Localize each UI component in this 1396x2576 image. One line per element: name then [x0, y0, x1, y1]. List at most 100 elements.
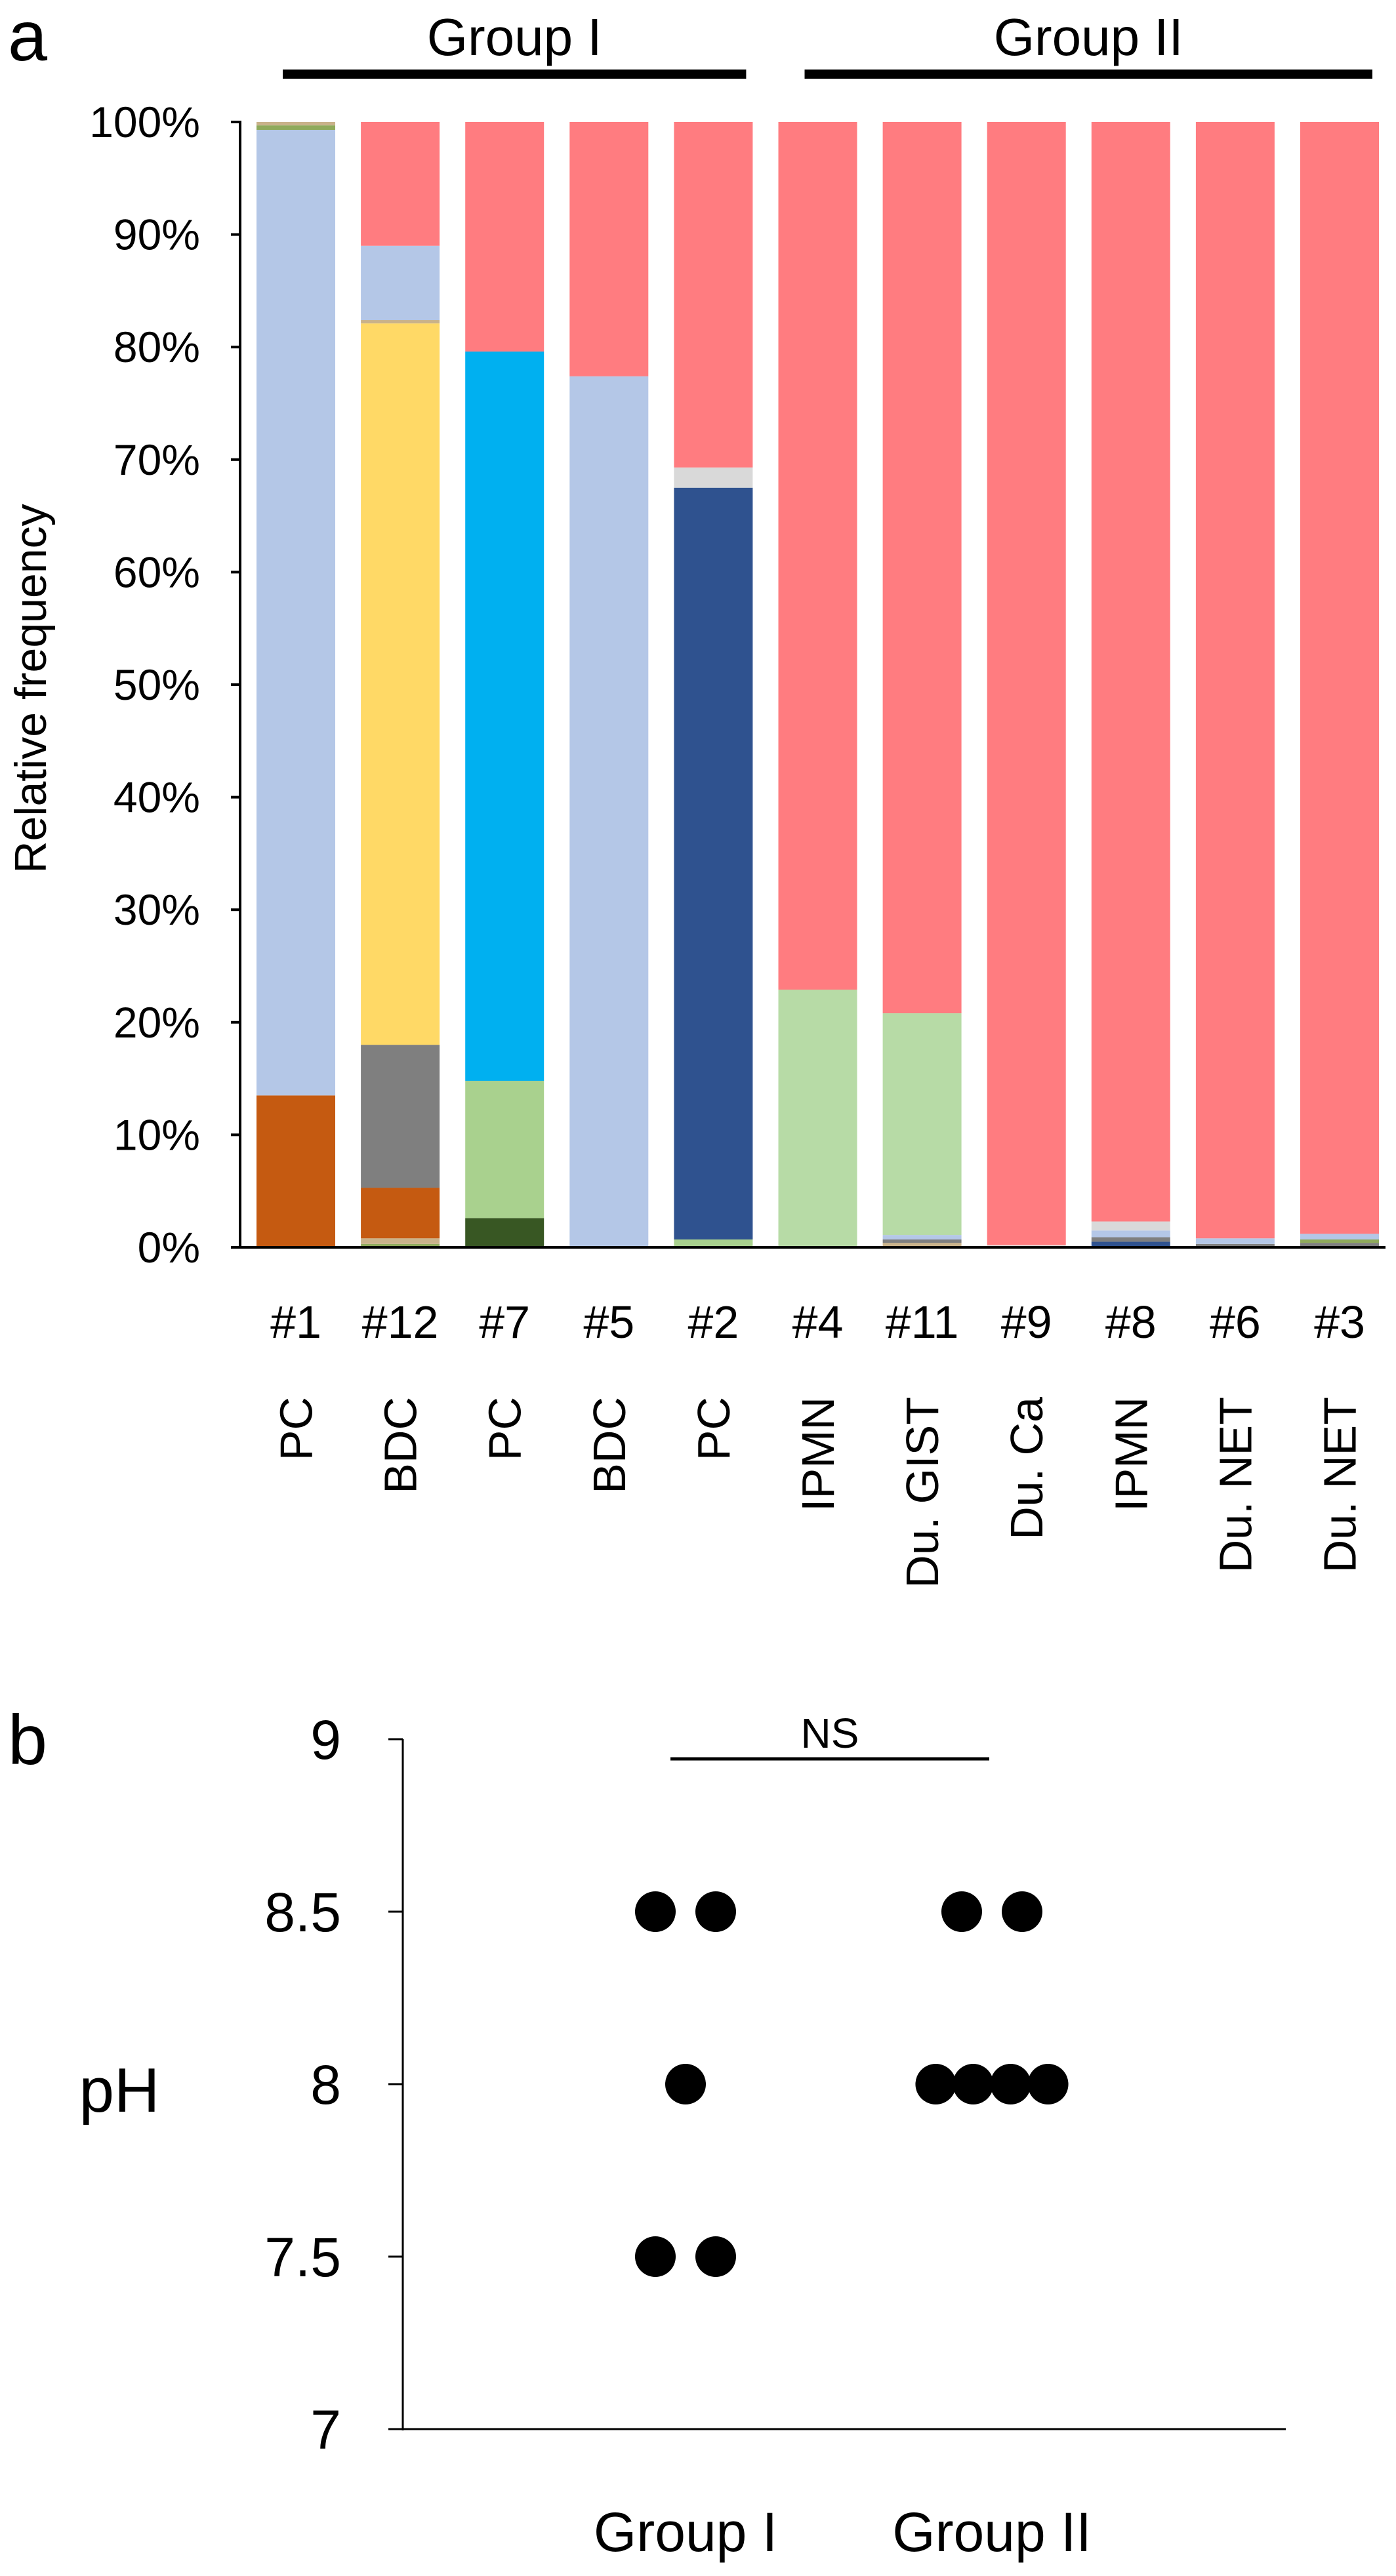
significance-label: NS: [801, 1710, 859, 1757]
data-point: [635, 1891, 676, 1932]
y-tick-label: 0%: [138, 1223, 200, 1272]
bar-segment: [1091, 1221, 1170, 1231]
diagnosis-label: Du. NET: [1315, 1397, 1366, 1573]
bar-3: [1300, 122, 1379, 1247]
x-tick-label: #9: [1001, 1297, 1052, 1348]
y-tick-label: 7: [310, 2399, 341, 2461]
panel-a-stacked-bar-chart: a Group I Group II 0% 10% 20% 30% 40% 50% 60% 70…: [6, 0, 1386, 1588]
panel-b-dot-plot: b 7 7.5 8 8.5 9 Group I Group II pH NS: [8, 1700, 1286, 2563]
bar-9: [987, 122, 1066, 1247]
bar-1: [257, 122, 335, 1247]
x-tick-label: #4: [792, 1297, 844, 1348]
y-tick-label: 10%: [113, 1110, 200, 1159]
data-point: [635, 2236, 676, 2277]
bar-segment: [882, 1235, 962, 1239]
data-point: [695, 1891, 736, 1932]
y-axis-ticks: 7 7.5 8 8.5 9: [264, 1709, 403, 2461]
bar-12: [361, 122, 440, 1247]
diagnosis-label: IPMN: [792, 1397, 844, 1512]
x-tick-label: #3: [1314, 1297, 1365, 1348]
bar-segment: [569, 376, 649, 1248]
bar-segment: [778, 122, 857, 990]
bar-segment: [257, 125, 335, 131]
bar-segment: [1300, 1243, 1379, 1247]
diagnosis-label: IPMN: [1105, 1397, 1157, 1512]
y-tick-label: 50%: [113, 660, 200, 709]
data-points: [635, 1891, 1069, 2277]
y-tick-label: 40%: [113, 773, 200, 822]
y-tick-label: 30%: [113, 885, 200, 934]
data-point: [990, 2064, 1031, 2104]
data-point: [1002, 1891, 1042, 1932]
stacked-bars: [257, 122, 1379, 1248]
axis-lines: [239, 121, 1386, 1249]
y-tick-label: 60%: [113, 548, 200, 596]
axis-lines: [401, 1739, 1286, 2430]
y-tick-label: 70%: [113, 435, 200, 484]
y-tick-label: 100%: [89, 98, 200, 146]
group-headers: Group I Group II: [283, 8, 1372, 79]
bar-segment: [674, 467, 753, 488]
diagnosis-label: BDC: [584, 1397, 635, 1494]
x-axis-labels: Group I Group II: [594, 2501, 1092, 2563]
bar-segment: [1091, 122, 1170, 1222]
x-tick-label: #5: [583, 1297, 634, 1348]
bar-7: [465, 122, 544, 1247]
bar-segment: [257, 130, 335, 1096]
x-tick-label: Group II: [892, 2501, 1091, 2563]
group-label: Group II: [994, 8, 1183, 66]
bar-segment: [674, 122, 753, 468]
y-tick-label: 80%: [113, 323, 200, 371]
panel-b-label: b: [8, 1700, 47, 1779]
bar-segment: [465, 352, 544, 1081]
y-tick-label: 20%: [113, 998, 200, 1047]
bar-segment: [361, 323, 440, 1045]
data-point: [695, 2236, 736, 2277]
data-point: [953, 2064, 994, 2104]
diagnosis-label: BDC: [375, 1397, 426, 1494]
bar-segment: [882, 1243, 962, 1247]
bar-segment: [1091, 1230, 1170, 1238]
y-tick-label: 7.5: [264, 2226, 341, 2288]
diagnosis-label: PC: [480, 1397, 531, 1460]
y-tick-label: 9: [310, 1709, 341, 1771]
diagnosis-label: Du. NET: [1210, 1397, 1261, 1573]
x-axis-labels: #1 #12 #7 #5 #2 #4 #11 #9 #8 #6 #3 PC BDC PC BDC PC IPMN…: [270, 1297, 1365, 1588]
group-header-group-i: Group I: [283, 8, 747, 79]
data-point: [941, 1891, 982, 1932]
x-tick-label: #1: [270, 1297, 321, 1348]
diagnosis-label: Du. GIST: [897, 1397, 948, 1588]
bar-segment: [361, 320, 440, 324]
data-point: [665, 2064, 706, 2104]
bar-segment: [1091, 1241, 1170, 1247]
bar-segment: [465, 1081, 544, 1218]
bar-2: [674, 122, 753, 1247]
bar-segment: [987, 122, 1066, 1245]
bar-segment: [1195, 1243, 1275, 1247]
bar-segment: [882, 122, 962, 1014]
bar-segment: [361, 122, 440, 246]
bar-segment: [257, 1095, 335, 1247]
bar-4: [778, 122, 857, 1247]
y-tick-label: 8: [310, 2054, 341, 2116]
bar-6: [1195, 122, 1275, 1247]
group-label: Group I: [427, 8, 602, 66]
bar-segment: [1091, 1237, 1170, 1242]
bar-segment: [1195, 1238, 1275, 1244]
y-axis-title: pH: [79, 2055, 160, 2125]
data-point: [915, 2064, 956, 2104]
bar-11: [882, 122, 962, 1247]
bar-segment: [882, 1013, 962, 1236]
diagnosis-label: PC: [688, 1397, 739, 1460]
bar-5: [569, 122, 649, 1248]
bar-segment: [361, 1045, 440, 1188]
bar-segment: [674, 487, 753, 1239]
data-point: [1027, 2064, 1069, 2104]
bar-segment: [257, 122, 335, 126]
bar-segment: [361, 1238, 440, 1244]
diagnosis-label: PC: [271, 1397, 322, 1460]
x-tick-label: #8: [1105, 1297, 1157, 1348]
bar-segment: [1300, 1239, 1379, 1243]
group-header-group-ii: Group II: [804, 8, 1372, 79]
